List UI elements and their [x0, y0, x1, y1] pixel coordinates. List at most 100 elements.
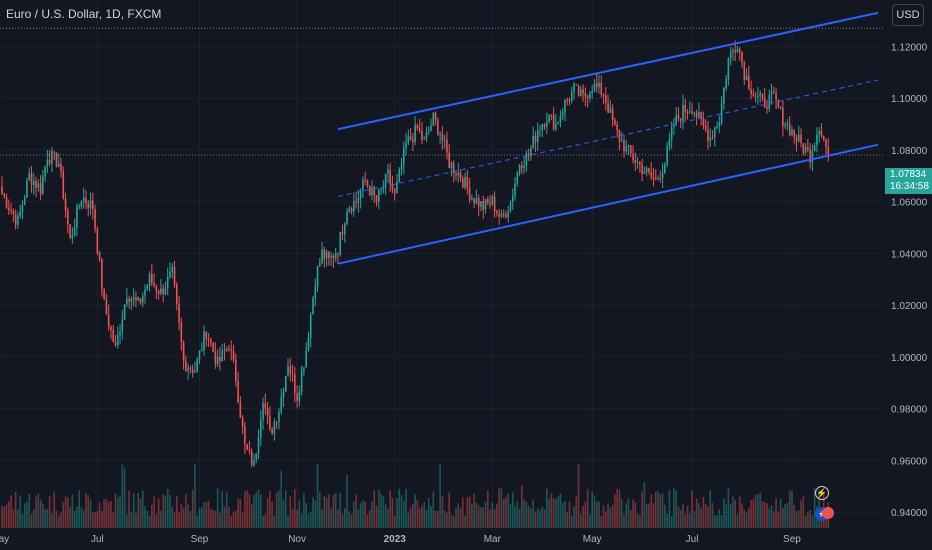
volume-bar [155, 514, 158, 528]
candle-body [319, 262, 321, 267]
currency-button[interactable]: USD [892, 4, 924, 26]
candle-body [414, 124, 416, 142]
volume-bar [813, 487, 816, 528]
volume-bar [341, 514, 344, 528]
candle-body [207, 338, 210, 340]
time-tick-label: Jul [686, 534, 699, 545]
volume-bar [273, 515, 276, 528]
candle-body [763, 97, 766, 108]
candle-body [223, 350, 226, 352]
volume-bar [573, 506, 575, 528]
volume-bar [716, 515, 718, 528]
candle-body [30, 173, 33, 185]
candle-body [788, 123, 791, 136]
volume-bar [237, 498, 239, 528]
volume-bar [132, 493, 135, 528]
volume-bar [87, 494, 90, 528]
candle-body [89, 200, 92, 209]
candle-body [189, 367, 192, 369]
volume-bar [3, 506, 6, 528]
volume-bar [639, 515, 641, 528]
volume-bar [629, 510, 632, 528]
volume-bar [246, 490, 248, 528]
volume-bar [605, 511, 607, 528]
candle-body [244, 426, 246, 445]
volume-bar [452, 515, 455, 528]
parallel-channel[interactable] [337, 11, 879, 265]
volume-bar [250, 504, 253, 528]
candle-body [734, 50, 737, 53]
candle-body [298, 391, 301, 401]
volume-bar [446, 512, 448, 528]
volume-bar [797, 510, 800, 528]
candle-body [609, 108, 612, 113]
candle-body [180, 322, 183, 343]
candle-body [736, 48, 739, 53]
volume-bar [502, 498, 505, 528]
volume-bar [214, 511, 217, 528]
candle-body [314, 286, 317, 299]
candle-body [632, 153, 634, 161]
lightning-icon[interactable]: ⚡ [815, 486, 829, 500]
volume-bar [625, 503, 628, 528]
candle-body [670, 127, 673, 140]
volume-bar [373, 489, 376, 528]
volume-bar [416, 499, 419, 528]
candle-body [464, 176, 466, 188]
candle-body [76, 206, 78, 228]
volume-bar [82, 510, 85, 528]
candle-body [230, 349, 233, 351]
volume-bar [164, 495, 167, 528]
candle-body [309, 314, 312, 338]
candle-body [39, 183, 42, 194]
volume-bar [427, 498, 430, 528]
candle-body [566, 99, 569, 101]
candle-body [645, 168, 648, 173]
candle-body [616, 124, 618, 131]
candle-body [169, 272, 171, 278]
volume-bar [659, 494, 662, 528]
candle-body [19, 211, 21, 217]
volume-bar [511, 492, 514, 528]
price-axis-bg [884, 0, 932, 550]
volume-bar [76, 506, 78, 528]
volume-bar [353, 501, 355, 528]
candle-body [289, 366, 292, 374]
candle-body [130, 298, 133, 302]
time-axis[interactable]: May Jul Sep Nov 2023 Mar May Jul Sep [0, 528, 884, 550]
volume-bar [35, 496, 37, 528]
candlesticks [1, 40, 830, 468]
volume-bar [664, 504, 666, 528]
candle-body [795, 137, 798, 142]
candle-body [514, 183, 516, 196]
candle-body [239, 402, 242, 418]
candle-body [10, 210, 12, 212]
volume-bar [661, 493, 664, 528]
volume-bar [402, 500, 405, 528]
price-axis[interactable]: 1.12000 1.10000 1.08000 1.06000 1.04000 1.020… [884, 0, 932, 550]
candle-body [266, 408, 269, 417]
volume-bar [748, 507, 750, 528]
volume-bar [786, 502, 789, 528]
candle-body [602, 94, 605, 96]
price-tick-label: 0.94000 [891, 508, 928, 519]
volume-bar [94, 511, 96, 528]
volume-bar [62, 502, 65, 528]
candle-body [384, 173, 387, 187]
candle-body [777, 99, 780, 108]
volume-bar [37, 493, 40, 528]
candle-body [768, 94, 771, 109]
volume-bar [387, 509, 389, 528]
candle-body [761, 93, 764, 98]
candle-body [366, 180, 369, 187]
candle-body [582, 89, 584, 94]
candle-body [557, 122, 559, 124]
event-marker-icon[interactable] [822, 507, 834, 519]
volume-bar [128, 490, 130, 528]
candle-body [482, 200, 485, 210]
volume-bar [368, 510, 371, 528]
candle-body [716, 126, 718, 129]
candle-body [754, 95, 757, 97]
candle-body [316, 266, 319, 287]
